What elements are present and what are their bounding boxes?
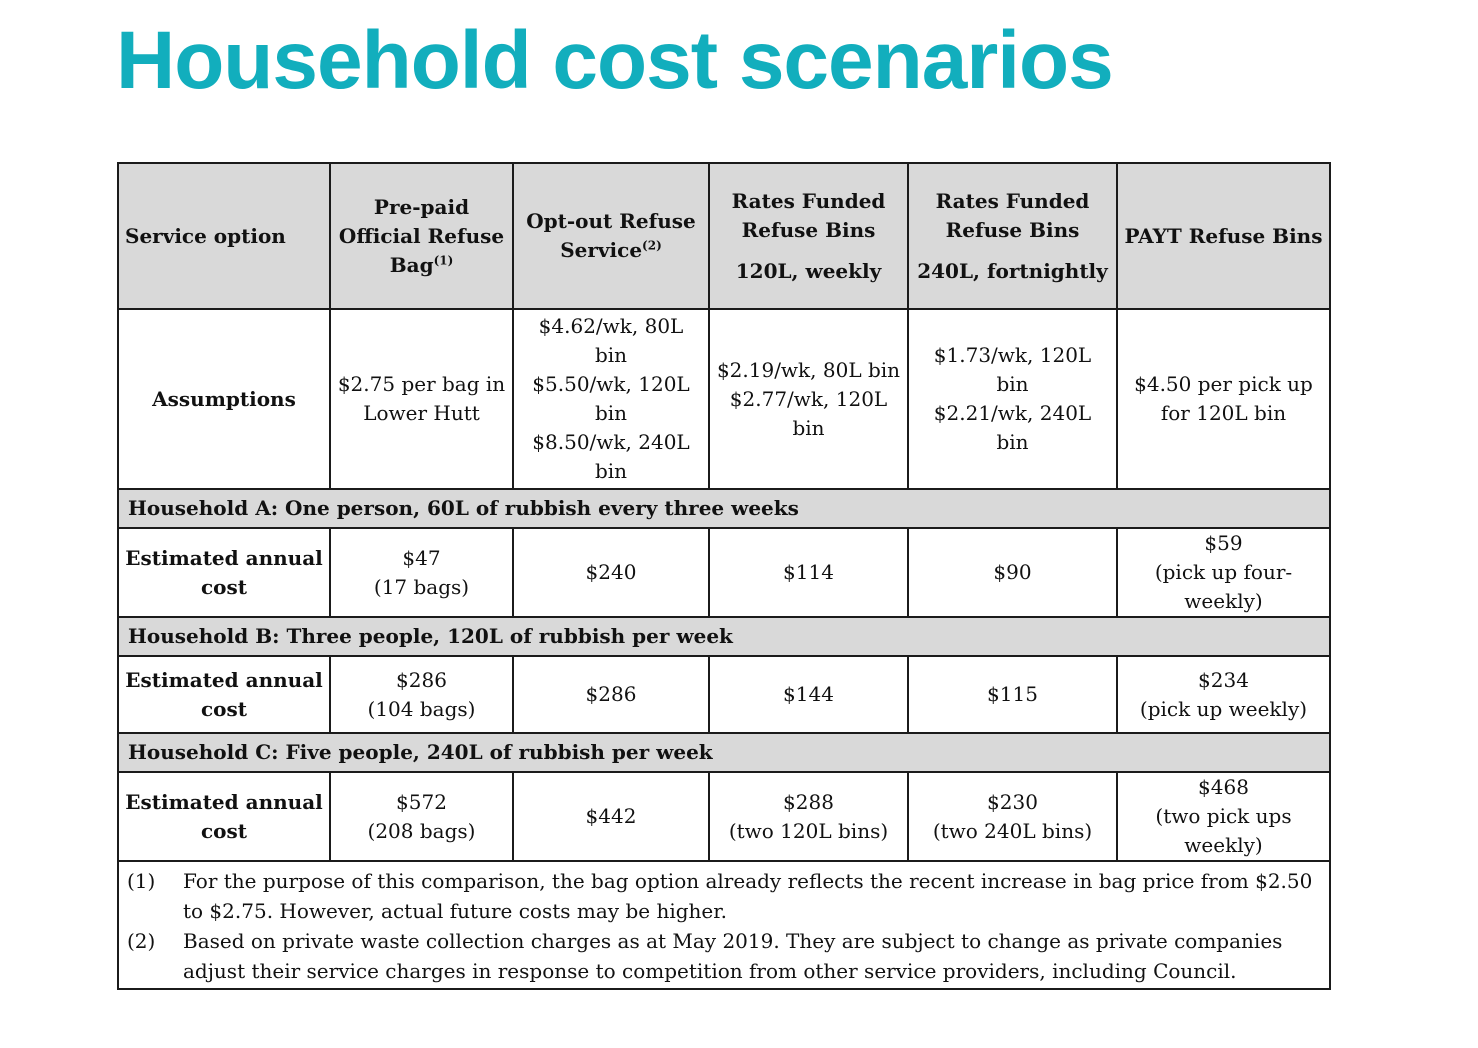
header-opt-out: Opt-out Refuse Service(2) bbox=[512, 162, 710, 310]
section-title: Household C: Five people, 240L of rubbis… bbox=[117, 732, 1331, 773]
cost-label: Estimated annual cost bbox=[117, 527, 331, 618]
footnote-text: For the purpose of this comparison, the … bbox=[183, 869, 1313, 923]
footnote-number: (1) bbox=[127, 869, 156, 893]
header-rates-120l: Rates Funded Refuse Bins 120L, weekly bbox=[708, 162, 909, 310]
cost-rates-240l: $230 (two 240L bins) bbox=[907, 771, 1118, 862]
cost-payt: $468 (two pick ups weekly) bbox=[1116, 771, 1331, 862]
footnote-text: Based on private waste collection charge… bbox=[183, 929, 1283, 983]
cost-rates-120l: $288 (two 120L bins) bbox=[708, 771, 909, 862]
page-title: Household cost scenarios bbox=[116, 15, 1114, 106]
household-c-cost-row: Estimated annual cost $572 (208 bags) $44… bbox=[117, 771, 1331, 862]
assumption-opt-out: $4.62/wk, 80L bin $5.50/wk, 120L bin $8.… bbox=[512, 308, 710, 490]
assumption-rates-240l: $1.73/wk, 120L bin $2.21/wk, 240L bin bbox=[907, 308, 1118, 490]
assumption-payt: $4.50 per pick up for 120L bin bbox=[1116, 308, 1331, 490]
cost-label: Estimated annual cost bbox=[117, 771, 331, 862]
cost-rates-240l: $90 bbox=[907, 527, 1118, 618]
assumptions-row: Assumptions $2.75 per bag in Lower Hutt … bbox=[117, 308, 1331, 490]
household-a-cost-row: Estimated annual cost $47 (17 bags) $240 … bbox=[117, 527, 1331, 618]
assumption-prepaid-bag: $2.75 per bag in Lower Hutt bbox=[329, 308, 514, 490]
assumption-rates-120l: $2.19/wk, 80L bin $2.77/wk, 120L bin bbox=[708, 308, 909, 490]
household-b-cost-row: Estimated annual cost $286 (104 bags) $28… bbox=[117, 655, 1331, 734]
cost-payt: $59 (pick up four-weekly) bbox=[1116, 527, 1331, 618]
footnote: (1) For the purpose of this comparison, … bbox=[127, 866, 1321, 926]
footnote: (2) Based on private waste collection ch… bbox=[127, 926, 1321, 986]
cost-opt-out: $442 bbox=[512, 771, 710, 862]
cost-rates-120l: $144 bbox=[708, 655, 909, 734]
household-c-section: Household C: Five people, 240L of rubbis… bbox=[117, 732, 1331, 773]
header-rates-240l: Rates Funded Refuse Bins 240L, fortnightl… bbox=[907, 162, 1118, 310]
cost-prepaid-bag: $286 (104 bags) bbox=[329, 655, 514, 734]
assumptions-label: Assumptions bbox=[117, 308, 331, 490]
cost-opt-out: $286 bbox=[512, 655, 710, 734]
cost-rates-240l: $115 bbox=[907, 655, 1118, 734]
cost-prepaid-bag: $47 (17 bags) bbox=[329, 527, 514, 618]
header-service-option: Service option bbox=[117, 162, 331, 310]
household-b-section: Household B: Three people, 120L of rubbi… bbox=[117, 616, 1331, 657]
header-payt: PAYT Refuse Bins bbox=[1116, 162, 1331, 310]
section-title: Household B: Three people, 120L of rubbi… bbox=[117, 616, 1331, 657]
cost-rates-120l: $114 bbox=[708, 527, 909, 618]
cost-opt-out: $240 bbox=[512, 527, 710, 618]
header-row: Service option Pre-paid Official Refuse … bbox=[117, 162, 1331, 310]
cost-scenarios-table: Service option Pre-paid Official Refuse … bbox=[117, 162, 1331, 990]
header-prepaid-bag: Pre-paid Official Refuse Bag(1) bbox=[329, 162, 514, 310]
section-title: Household A: One person, 60L of rubbish … bbox=[117, 488, 1331, 529]
household-a-section: Household A: One person, 60L of rubbish … bbox=[117, 488, 1331, 529]
cost-label: Estimated annual cost bbox=[117, 655, 331, 734]
cost-payt: $234 (pick up weekly) bbox=[1116, 655, 1331, 734]
footnotes: (1) For the purpose of this comparison, … bbox=[117, 860, 1331, 990]
footnotes-row: (1) For the purpose of this comparison, … bbox=[117, 860, 1331, 990]
footnote-number: (2) bbox=[127, 929, 156, 953]
cost-prepaid-bag: $572 (208 bags) bbox=[329, 771, 514, 862]
